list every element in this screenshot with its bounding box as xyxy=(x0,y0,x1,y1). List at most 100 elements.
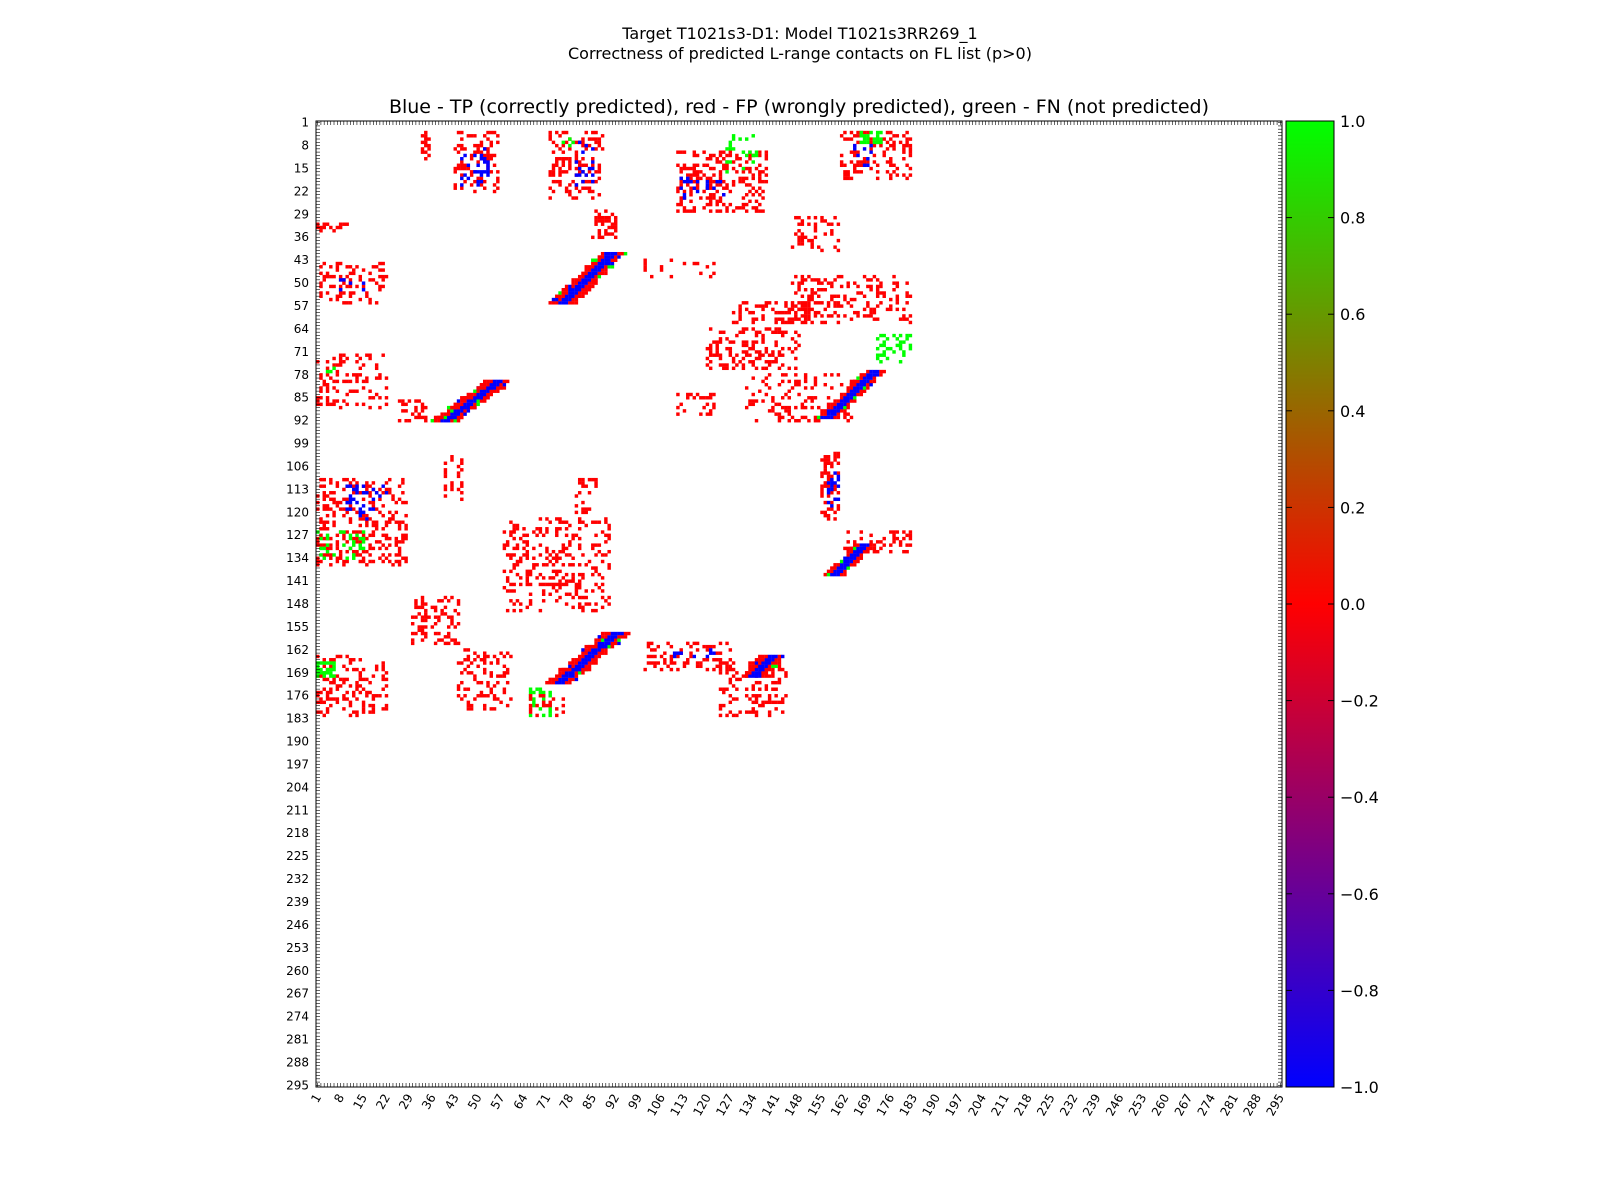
contact-cell xyxy=(718,353,723,357)
contact-cell xyxy=(882,291,886,295)
contact-cell xyxy=(594,638,598,642)
contact-cell xyxy=(528,713,533,718)
contact-cell xyxy=(712,166,716,171)
contact-cell xyxy=(361,386,366,390)
contact-cell xyxy=(486,130,490,135)
contact-cell xyxy=(862,130,867,135)
contact-cell xyxy=(751,327,755,331)
contact-cell xyxy=(460,396,464,400)
contact-cell xyxy=(715,183,719,187)
contact-cell xyxy=(604,209,608,213)
contact-cell xyxy=(456,418,461,423)
contact-cell xyxy=(803,379,808,384)
contact-cell xyxy=(594,608,598,613)
contact-cell xyxy=(748,346,752,351)
contact-cell xyxy=(607,563,611,567)
contact-cell xyxy=(456,143,461,148)
contact-cell xyxy=(319,700,323,705)
contact-cell xyxy=(450,638,454,642)
contact-cell xyxy=(725,366,729,371)
contact-cell xyxy=(902,353,906,357)
contact-cell xyxy=(483,671,487,675)
contact-cell xyxy=(456,405,461,410)
contact-cell xyxy=(600,258,605,262)
contact-cell xyxy=(797,418,801,423)
contact-cell xyxy=(345,373,349,377)
contact-cell xyxy=(686,173,690,177)
contact-cell xyxy=(875,134,880,138)
contact-cell xyxy=(355,481,359,485)
contact-cell xyxy=(771,700,775,705)
contact-cell xyxy=(401,402,405,407)
contact-cell xyxy=(810,399,814,403)
contact-cell xyxy=(361,710,366,714)
contact-cell xyxy=(456,612,461,616)
contact-cell xyxy=(332,661,336,665)
contact-cell xyxy=(388,491,392,495)
contact-cell xyxy=(869,373,873,377)
contact-cell xyxy=(577,163,582,168)
contact-cell xyxy=(604,641,608,646)
contact-cell xyxy=(486,386,490,390)
contact-cell xyxy=(689,644,693,649)
contact-cell xyxy=(594,520,598,524)
contact-cell xyxy=(849,386,854,390)
contact-cell xyxy=(777,677,782,682)
contact-cell xyxy=(463,396,467,400)
contact-cell xyxy=(846,405,850,410)
contact-cell xyxy=(902,314,906,318)
contact-cell xyxy=(780,320,785,325)
y-tick-label: 176 xyxy=(286,689,309,703)
contact-cell xyxy=(365,513,369,518)
contact-cell xyxy=(532,697,536,701)
contact-cell xyxy=(741,301,746,305)
contact-cell xyxy=(597,265,602,269)
contact-cell xyxy=(604,533,608,538)
contact-cell xyxy=(836,294,841,298)
contact-cell xyxy=(708,183,713,187)
contact-cell xyxy=(692,170,697,174)
colorbar-tick-label: 0.2 xyxy=(1340,498,1365,517)
contact-cell xyxy=(466,402,471,407)
contact-cell xyxy=(591,546,595,551)
contact-cell xyxy=(571,572,575,577)
contact-cell xyxy=(794,310,798,315)
contact-cell xyxy=(807,396,811,400)
contact-cell xyxy=(469,402,474,407)
contact-cell xyxy=(728,189,733,194)
contact-cell xyxy=(761,304,765,308)
contact-cell xyxy=(374,265,379,269)
y-tick-label: 225 xyxy=(286,849,309,863)
contact-cell xyxy=(348,500,353,505)
contact-cell xyxy=(352,556,356,560)
contact-cell xyxy=(374,667,379,672)
contact-cell xyxy=(754,356,759,361)
contact-cell xyxy=(558,301,562,305)
contact-cell xyxy=(718,356,723,361)
contact-cell xyxy=(600,235,605,240)
contact-cell xyxy=(803,386,808,390)
contact-cell xyxy=(764,157,769,161)
contact-cell xyxy=(774,700,778,705)
contact-cell xyxy=(780,346,785,351)
x-tick-label: 225 xyxy=(1034,1092,1058,1119)
contact-cell xyxy=(623,251,628,256)
contact-cell xyxy=(594,648,598,652)
contact-cell xyxy=(695,189,700,194)
contact-cell xyxy=(692,186,697,190)
contact-cell xyxy=(777,700,782,705)
contact-cell xyxy=(718,176,723,181)
contact-cell xyxy=(535,576,539,580)
contact-cell xyxy=(371,278,376,282)
contact-cell xyxy=(594,661,598,665)
contact-cell xyxy=(754,304,759,308)
contact-cell xyxy=(352,477,356,482)
contact-cell xyxy=(613,638,618,642)
contact-cell xyxy=(830,402,834,407)
contact-cell xyxy=(558,527,562,531)
contact-cell xyxy=(581,667,585,672)
contact-cell xyxy=(597,648,602,652)
contact-cell xyxy=(460,183,464,187)
contact-cell xyxy=(849,297,854,302)
contact-cell xyxy=(905,140,909,145)
